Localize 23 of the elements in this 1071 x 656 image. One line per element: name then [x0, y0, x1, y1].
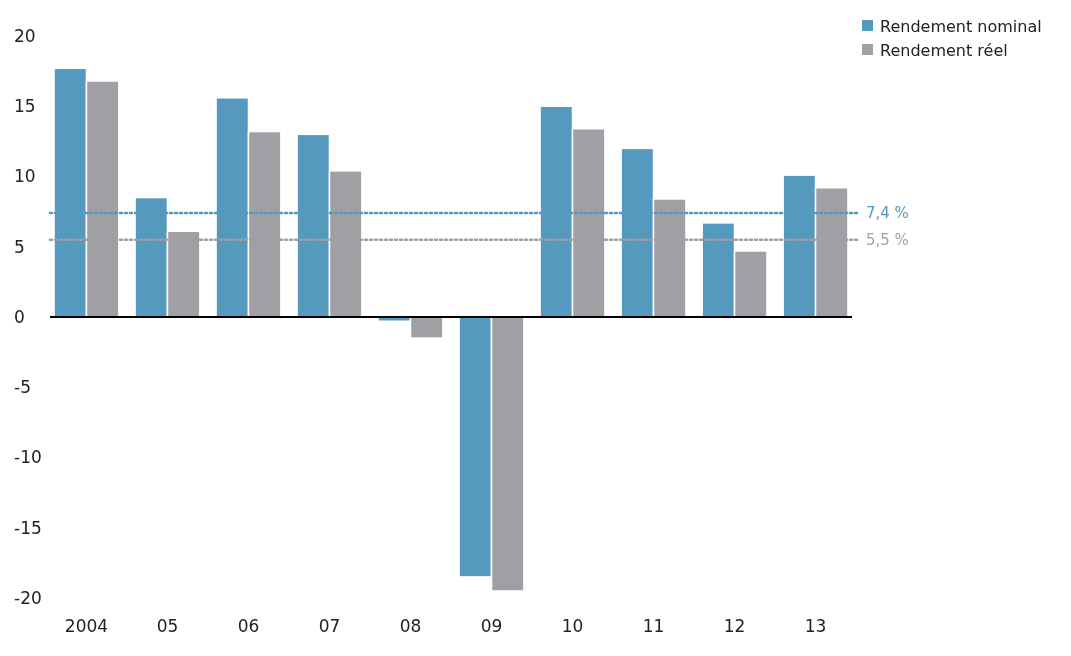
ref-line-label: 5,5 %	[866, 230, 909, 249]
y-tick-label: 0	[14, 306, 25, 327]
y-tick-label: -5	[14, 377, 31, 398]
legend-label: Rendement réel	[880, 40, 1008, 60]
y-tick-label: -10	[14, 447, 42, 468]
y-tick-label: -20	[14, 587, 42, 608]
x-tick-label: 06	[237, 616, 260, 636]
x-tick-label: 09	[480, 616, 503, 636]
legend-label: Rendement nominal	[880, 16, 1042, 36]
y-tick-label: -15	[14, 517, 42, 538]
x-tick-label: 13	[804, 616, 827, 636]
y-tick-label: 5	[14, 236, 25, 257]
x-tick-label: 2004	[64, 616, 109, 636]
x-tick-label: 11	[642, 616, 665, 636]
x-tick-label: 05	[156, 616, 179, 636]
y-tick-label: 20	[14, 25, 36, 46]
x-tick-label: 08	[399, 616, 422, 636]
x-tick-label: 10	[561, 616, 584, 636]
ref-line-label: 7,4 %	[866, 204, 909, 223]
x-tick-label: 07	[318, 616, 341, 636]
y-tick-label: 10	[14, 166, 36, 187]
y-tick-label: 15	[14, 96, 36, 117]
x-tick-label: 12	[723, 616, 746, 636]
